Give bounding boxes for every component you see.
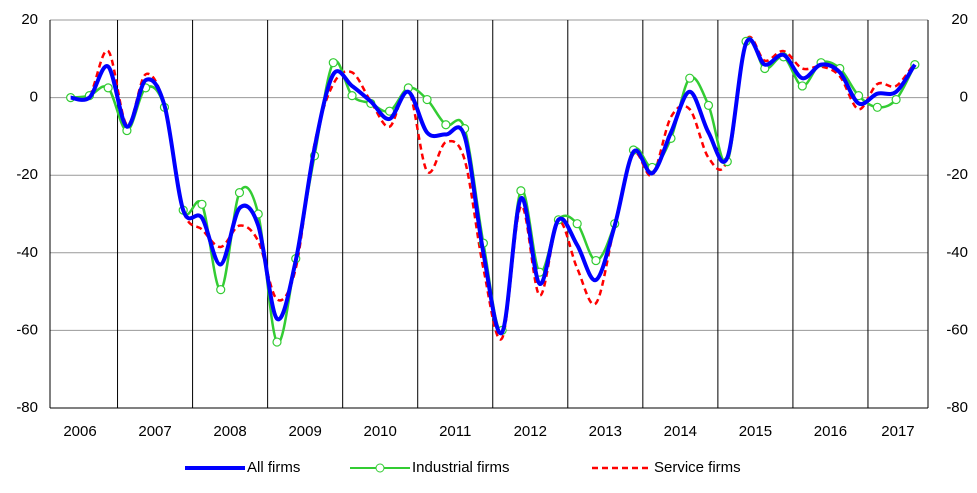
series-marker	[591, 255, 601, 266]
series-marker	[216, 285, 226, 295]
series-marker	[872, 102, 882, 112]
series-marker	[891, 94, 901, 105]
series-marker	[422, 94, 432, 105]
x-tick-label: 2015	[739, 423, 772, 440]
x-tick-label: 2008	[213, 423, 246, 440]
y-tick-label: -60	[16, 321, 38, 338]
series-marker	[272, 337, 282, 347]
x-tick-label: 2017	[881, 423, 914, 440]
y2-tick-label: 20	[951, 11, 968, 28]
y-tick-label: 0	[30, 89, 38, 106]
series-marker	[441, 120, 451, 130]
y-tick-label: 20	[21, 11, 38, 28]
x-tick-label: 2014	[664, 423, 697, 440]
series-marker	[234, 188, 245, 198]
series-marker	[103, 83, 113, 93]
series-marker	[703, 100, 714, 110]
series-marker	[685, 73, 695, 83]
y-tick-label: -40	[16, 244, 38, 261]
y2-tick-label: -40	[946, 244, 968, 261]
y-tick-label: -20	[16, 166, 38, 183]
x-tick-label: 2012	[514, 423, 547, 440]
y2-tick-label: -20	[946, 166, 968, 183]
x-tick-label: 2009	[288, 423, 321, 440]
series-marker	[516, 186, 526, 196]
legend-label: Industrial firms	[412, 459, 510, 476]
x-tick-label: 2006	[63, 423, 96, 440]
series-marker	[572, 219, 582, 229]
x-tick-label: 2007	[138, 423, 171, 440]
series-marker	[347, 91, 357, 101]
y2-tick-label: -60	[946, 321, 968, 338]
x-tick-label: 2011	[439, 423, 471, 440]
y2-tick-label: 0	[960, 89, 968, 106]
legend-label: Service firms	[654, 459, 741, 476]
series-line	[70, 37, 917, 336]
legend-marker	[375, 463, 385, 473]
series-marker	[328, 58, 338, 68]
y-tick-label: -80	[16, 399, 38, 416]
x-tick-label: 2013	[589, 423, 622, 440]
series-marker	[797, 81, 807, 91]
x-tick-label: 2010	[364, 423, 397, 440]
legend-label: All firms	[247, 459, 300, 476]
y2-tick-label: -80	[946, 399, 968, 416]
x-tick-label: 2016	[814, 423, 847, 440]
series-marker	[197, 199, 207, 209]
